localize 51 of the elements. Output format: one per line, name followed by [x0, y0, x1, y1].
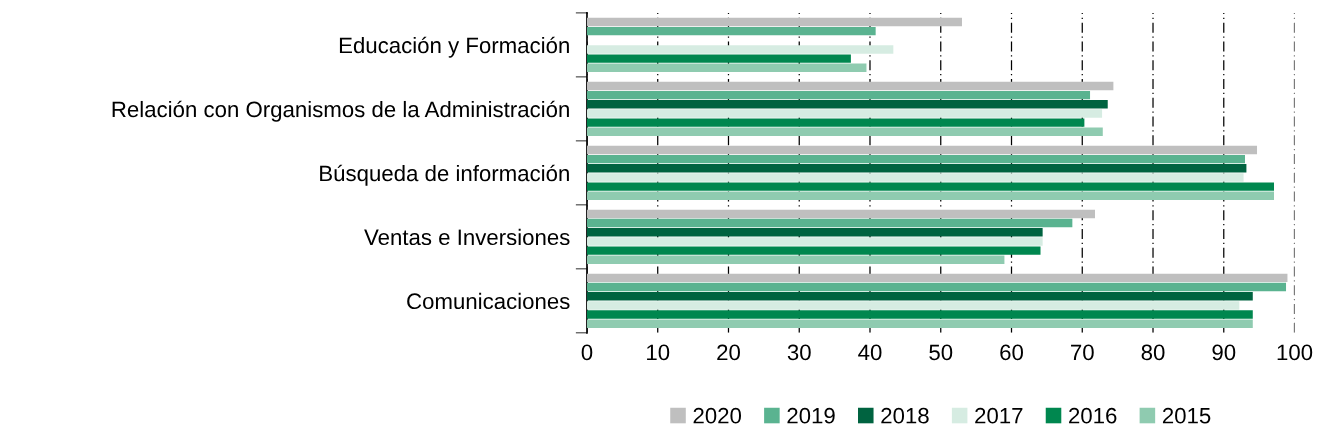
bar: [586, 319, 1253, 328]
y-tick-label: Educación y Formación: [339, 36, 569, 58]
y-tick-label: Búsqueda de información: [320, 164, 569, 186]
bar: [586, 218, 1073, 228]
x-tick-label: 80: [1141, 344, 1165, 361]
bar: [586, 282, 1287, 292]
bar: [586, 145, 1258, 155]
bar: [586, 209, 1095, 219]
x-tick-label: 50: [929, 344, 953, 361]
y-tick-label: Comunicaciones: [407, 292, 570, 310]
bar: [586, 255, 1005, 264]
bar: [586, 154, 1245, 164]
bar: [586, 100, 1108, 109]
bar: [586, 17, 962, 27]
bar: [586, 246, 1041, 255]
x-tick-label: 30: [787, 344, 811, 361]
legend-label: 2019: [787, 407, 835, 424]
bar: [586, 310, 1253, 319]
bar: [586, 173, 1244, 182]
bar: [586, 164, 1247, 173]
x-tick-label: 100: [1277, 344, 1313, 361]
x-tick-label: 20: [717, 344, 740, 361]
bar: [586, 237, 1043, 246]
x-tick-label: 0: [581, 344, 593, 361]
bar: [586, 81, 1114, 91]
x-tick-label: 90: [1212, 344, 1236, 361]
legend-label: 2015: [1162, 407, 1211, 424]
bar: [586, 182, 1275, 191]
bar: [586, 26, 876, 36]
x-tick-label: 40: [858, 344, 882, 361]
bar: [586, 118, 1085, 127]
x-tick-label: 10: [647, 344, 670, 361]
legend-label: 2017: [975, 407, 1023, 424]
x-tick-label: 60: [1000, 344, 1023, 361]
bar: [586, 292, 1253, 301]
bar: [586, 191, 1275, 201]
y-tick-label: Relación con Organismos de la Administración: [112, 100, 569, 122]
legend-label: 2020: [693, 407, 742, 424]
bar: [586, 228, 1043, 237]
bar: [586, 90, 1091, 100]
bar: [586, 45, 894, 54]
bar: [586, 273, 1288, 283]
bar: [586, 127, 1103, 137]
y-tick-label: Ventas e Inversiones: [364, 228, 570, 246]
legend-label: 2018: [881, 407, 929, 424]
x-tick-label: 70: [1071, 344, 1094, 361]
legend-label: 2016: [1069, 407, 1117, 424]
bar: [586, 63, 867, 73]
bar: [586, 54, 851, 63]
bar: [586, 109, 1103, 118]
bar: [586, 301, 1240, 310]
